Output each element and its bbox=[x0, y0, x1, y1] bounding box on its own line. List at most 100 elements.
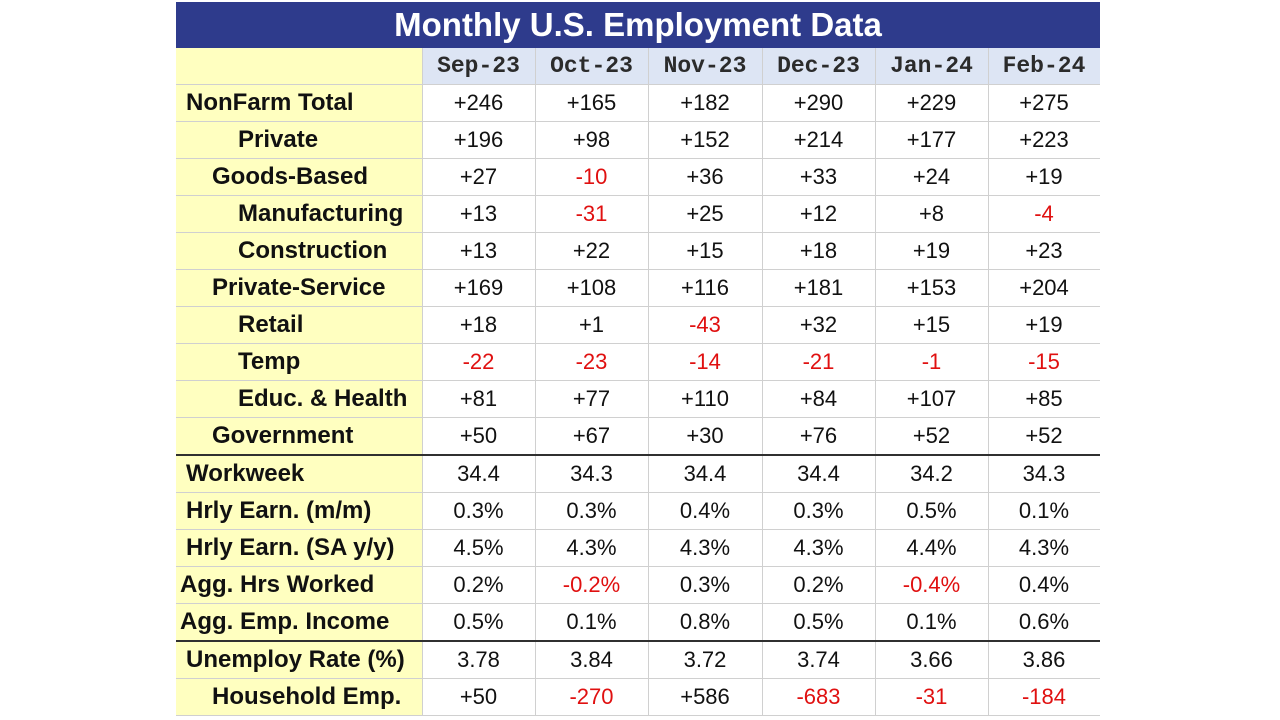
data-cell: +116 bbox=[648, 269, 763, 307]
data-cell: 34.3 bbox=[535, 455, 649, 493]
data-cell: +12 bbox=[762, 195, 876, 233]
data-cell: +204 bbox=[988, 269, 1100, 307]
table-row: Unemploy Rate (%) 3.78 3.84 3.72 3.74 3.66 3.8… bbox=[176, 641, 1100, 679]
data-cell: -31 bbox=[535, 195, 649, 233]
data-cell: -23 bbox=[535, 343, 649, 381]
data-cell: +181 bbox=[762, 269, 876, 307]
row-label: Construction bbox=[176, 232, 423, 270]
data-cell: +18 bbox=[422, 306, 536, 344]
table-row: Hrly Earn. (SA y/y) 4.5% 4.3% 4.3% 4.3% 4.4% 4… bbox=[176, 529, 1100, 567]
data-cell: 0.6% bbox=[988, 603, 1100, 642]
data-cell: +165 bbox=[535, 84, 649, 122]
data-cell: 4.3% bbox=[988, 529, 1100, 567]
data-cell: +13 bbox=[422, 232, 536, 270]
data-cell: +27 bbox=[422, 158, 536, 196]
data-cell: +98 bbox=[535, 121, 649, 159]
table-row: Government +50 +67 +30 +76 +52 +52 bbox=[176, 417, 1100, 456]
data-cell: +153 bbox=[875, 269, 989, 307]
row-label: Goods-Based bbox=[176, 158, 423, 196]
row-label: Temp bbox=[176, 343, 423, 381]
data-cell: +19 bbox=[875, 232, 989, 270]
data-cell: +152 bbox=[648, 121, 763, 159]
data-cell: +23 bbox=[988, 232, 1100, 270]
data-cell: 4.4% bbox=[875, 529, 989, 567]
row-label: Educ. & Health bbox=[176, 380, 423, 418]
data-cell: 0.8% bbox=[648, 603, 763, 642]
employment-table: Sep-23 Oct-23 Nov-23 Dec-23 Jan-24 Feb-2… bbox=[176, 48, 1100, 716]
data-cell: -1 bbox=[875, 343, 989, 381]
row-label: Manufacturing bbox=[176, 195, 423, 233]
data-cell: +77 bbox=[535, 380, 649, 418]
data-cell: -0.4% bbox=[875, 566, 989, 604]
data-cell: +13 bbox=[422, 195, 536, 233]
data-cell: +229 bbox=[875, 84, 989, 122]
data-cell: +196 bbox=[422, 121, 536, 159]
data-cell: 3.86 bbox=[988, 641, 1100, 679]
row-label: Hrly Earn. (SA y/y) bbox=[176, 529, 423, 567]
row-label: NonFarm Total bbox=[176, 84, 423, 122]
data-cell: +32 bbox=[762, 306, 876, 344]
data-cell: +85 bbox=[988, 380, 1100, 418]
table-row: Agg. Hrs Worked 0.2% -0.2% 0.3% 0.2% -0.4% 0.4… bbox=[176, 566, 1100, 604]
table-row: Household Emp. +50 -270 +586 -683 -31 -184 bbox=[176, 678, 1100, 716]
data-cell: -184 bbox=[988, 678, 1100, 716]
data-cell: +107 bbox=[875, 380, 989, 418]
data-cell: +223 bbox=[988, 121, 1100, 159]
data-cell: -31 bbox=[875, 678, 989, 716]
month-header: Oct-23 bbox=[535, 48, 649, 85]
data-cell: +182 bbox=[648, 84, 763, 122]
data-cell: +169 bbox=[422, 269, 536, 307]
table-row: Private-Service +169 +108 +116 +181 +153 +204 bbox=[176, 269, 1100, 307]
data-cell: 34.4 bbox=[648, 455, 763, 493]
table-title: Monthly U.S. Employment Data bbox=[176, 2, 1100, 48]
header-row: Sep-23 Oct-23 Nov-23 Dec-23 Jan-24 Feb-2… bbox=[176, 48, 1100, 85]
data-cell: +110 bbox=[648, 380, 763, 418]
row-label: Workweek bbox=[176, 455, 423, 493]
data-cell: +24 bbox=[875, 158, 989, 196]
table-body: NonFarm Total +246 +165 +182 +290 +229 +275 Pri… bbox=[176, 84, 1100, 716]
row-label: Private bbox=[176, 121, 423, 159]
table-row: Manufacturing +13 -31 +25 +12 +8 -4 bbox=[176, 195, 1100, 233]
data-cell: +50 bbox=[422, 678, 536, 716]
table-row: Goods-Based +27 -10 +36 +33 +24 +19 bbox=[176, 158, 1100, 196]
data-cell: +177 bbox=[875, 121, 989, 159]
data-cell: -15 bbox=[988, 343, 1100, 381]
data-cell: +50 bbox=[422, 417, 536, 456]
data-cell: 0.3% bbox=[648, 566, 763, 604]
data-cell: +84 bbox=[762, 380, 876, 418]
data-cell: -270 bbox=[535, 678, 649, 716]
data-cell: +67 bbox=[535, 417, 649, 456]
row-label: Government bbox=[176, 417, 423, 456]
data-cell: 3.78 bbox=[422, 641, 536, 679]
employment-data-sheet: Monthly U.S. Employment Data Sep-23 Oct-… bbox=[176, 2, 1100, 720]
data-cell: 34.3 bbox=[988, 455, 1100, 493]
data-cell: 0.2% bbox=[422, 566, 536, 604]
data-cell: +52 bbox=[988, 417, 1100, 456]
table-row: Private +196 +98 +152 +214 +177 +223 bbox=[176, 121, 1100, 159]
data-cell: 0.1% bbox=[875, 603, 989, 642]
data-cell: +76 bbox=[762, 417, 876, 456]
data-cell: 0.3% bbox=[762, 492, 876, 530]
data-cell: +30 bbox=[648, 417, 763, 456]
data-cell: 34.2 bbox=[875, 455, 989, 493]
data-cell: +22 bbox=[535, 232, 649, 270]
data-cell: -0.2% bbox=[535, 566, 649, 604]
data-cell: +36 bbox=[648, 158, 763, 196]
table-row: Construction +13 +22 +15 +18 +19 +23 bbox=[176, 232, 1100, 270]
data-cell: 0.4% bbox=[648, 492, 763, 530]
data-cell: +108 bbox=[535, 269, 649, 307]
data-cell: 0.2% bbox=[762, 566, 876, 604]
data-cell: +214 bbox=[762, 121, 876, 159]
row-label: Household Emp. bbox=[176, 678, 423, 716]
month-header: Sep-23 bbox=[422, 48, 536, 85]
table-row: NonFarm Total +246 +165 +182 +290 +229 +275 bbox=[176, 84, 1100, 122]
row-label: Agg. Hrs Worked bbox=[176, 566, 423, 604]
data-cell: 3.84 bbox=[535, 641, 649, 679]
header-corner-cell bbox=[176, 48, 423, 85]
table-row: Workweek 34.4 34.3 34.4 34.4 34.2 34.3 bbox=[176, 455, 1100, 493]
data-cell: 0.1% bbox=[535, 603, 649, 642]
data-cell: 4.3% bbox=[535, 529, 649, 567]
data-cell: +18 bbox=[762, 232, 876, 270]
row-label: Hrly Earn. (m/m) bbox=[176, 492, 423, 530]
data-cell: +15 bbox=[648, 232, 763, 270]
